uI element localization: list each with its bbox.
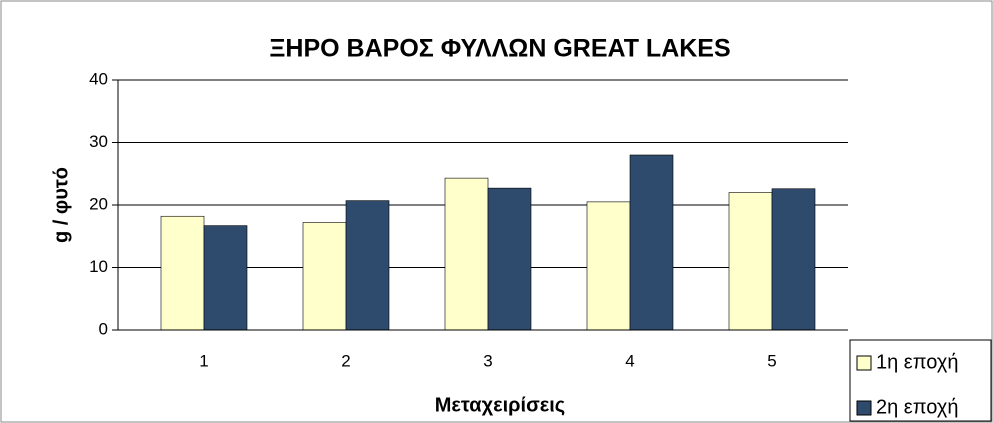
x-tick-label: 5 — [767, 351, 776, 370]
chart-title: ΞΗΡΟ ΒΑΡΟΣ ΦΥΛΛΩΝ GREAT LAKES — [269, 35, 730, 63]
x-tick-label: 2 — [341, 351, 350, 370]
y-tick-label: 40 — [89, 69, 108, 88]
bar — [345, 200, 390, 331]
bar — [771, 188, 816, 331]
bar — [302, 222, 347, 331]
legend-label: 2η εποχή — [876, 396, 958, 418]
bar — [586, 201, 631, 331]
y-tick-label: 0 — [99, 319, 108, 338]
y-tick-label: 30 — [89, 132, 108, 151]
x-tick-label: 4 — [625, 351, 634, 370]
legend-swatch — [856, 355, 872, 371]
x-tick-label: 3 — [483, 351, 492, 370]
y-axis-label: g / φυτό — [50, 167, 72, 243]
bar — [487, 187, 532, 331]
y-tick-label: 20 — [89, 194, 108, 213]
bar — [728, 192, 773, 331]
x-tick-label: 1 — [199, 351, 208, 370]
bar — [629, 154, 674, 331]
legend-swatch — [856, 400, 872, 416]
bar — [160, 215, 205, 331]
bar — [444, 177, 489, 331]
legend — [849, 339, 992, 422]
bar — [203, 225, 248, 331]
y-tick-label: 10 — [89, 257, 108, 276]
x-axis-label: Μεταχειρίσεις — [435, 394, 565, 416]
legend-label: 1η εποχή — [876, 351, 958, 373]
